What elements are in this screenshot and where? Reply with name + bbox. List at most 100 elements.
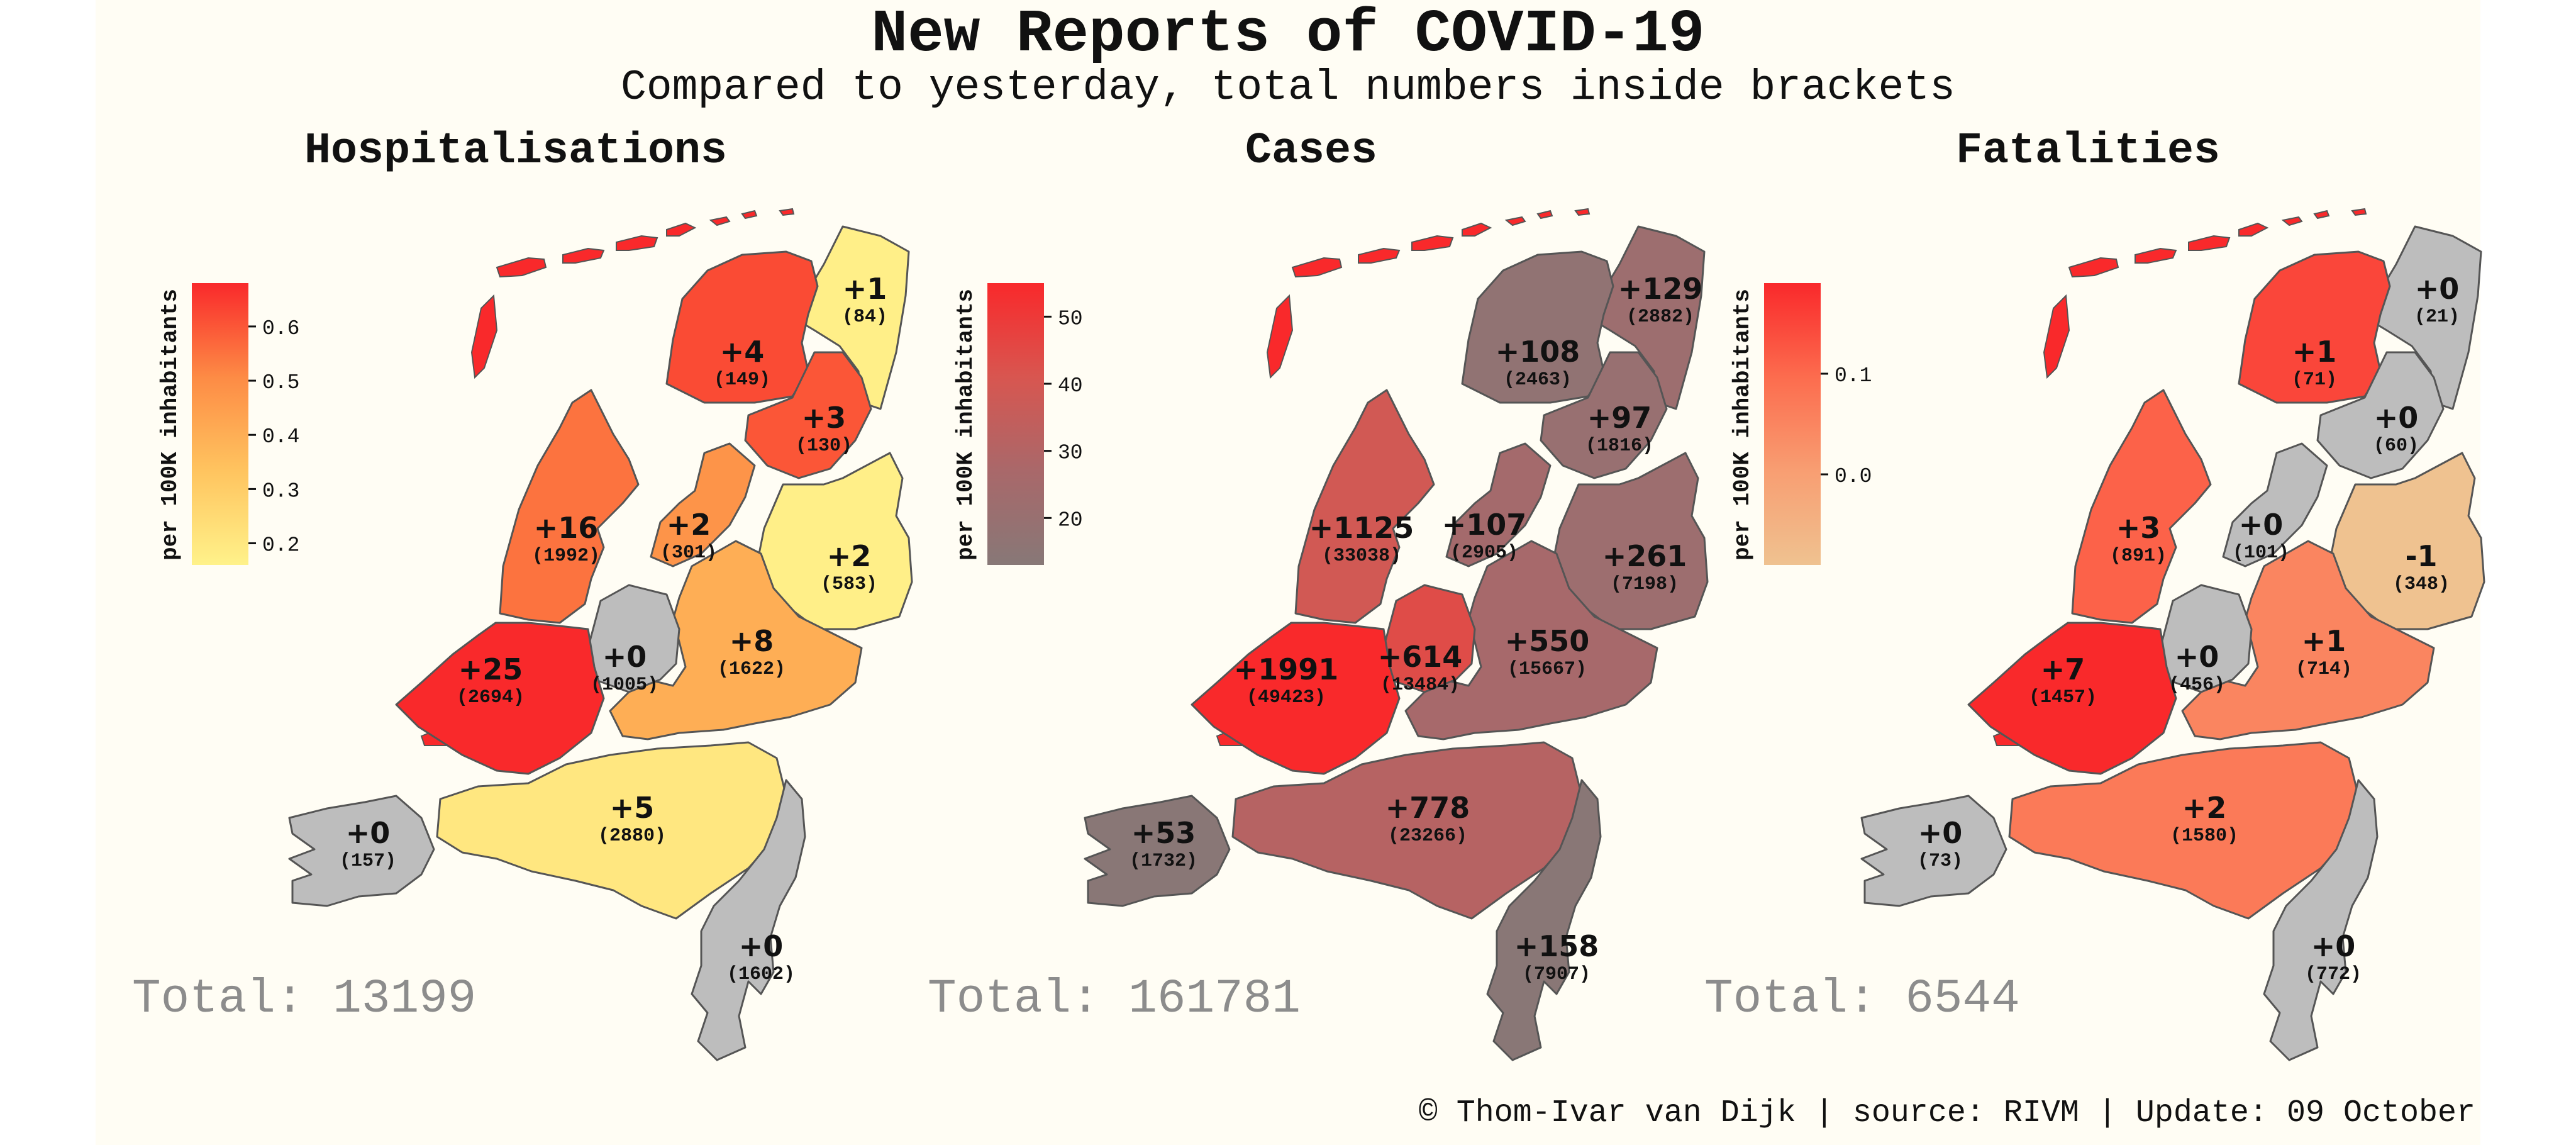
province-friesland [1461, 250, 1614, 404]
province-new-count: +4 [720, 335, 765, 369]
province-new-count: +97 [1587, 401, 1652, 435]
province-limburg [691, 779, 806, 1061]
panel-title: Cases [1245, 126, 1377, 176]
figure-title: New Reports of COVID-19 [871, 0, 1705, 69]
colorbar-tick-label: 0.2 [262, 534, 299, 557]
province-new-count: +0 [2415, 272, 2460, 306]
province-drenthe [1540, 351, 1668, 479]
province-new-count: +2 [2182, 791, 2227, 825]
province-total-count: (1732) [1130, 851, 1197, 872]
province-total-count: (348) [2393, 574, 2450, 595]
province-total-count: (456) [2168, 674, 2225, 696]
province-total-count: (149) [714, 369, 770, 391]
colorbar-label: per 100K inhabitants [953, 289, 979, 561]
island-shape [741, 209, 758, 220]
colorbar [192, 283, 248, 565]
island-shape [616, 235, 658, 251]
province-flevoland [1445, 442, 1552, 567]
province-friesland [665, 250, 819, 404]
province-new-count: +107 [1442, 508, 1527, 542]
province-total-count: (2880) [598, 825, 666, 847]
province-new-count: +3 [802, 401, 847, 435]
island-shape [496, 257, 547, 278]
island-shape [1266, 294, 1294, 379]
province-flevoland [2222, 442, 2328, 567]
province-zeeland [288, 795, 435, 907]
province-new-count: +0 [739, 929, 784, 963]
island-shape [2068, 257, 2119, 278]
province-new-count: +1125 [1309, 511, 1414, 545]
province-new-count: +129 [1618, 272, 1703, 306]
province-limburg [2263, 779, 2379, 1061]
island-shape [1574, 208, 1591, 216]
province-total-count: (84) [842, 306, 887, 328]
colorbar-tick-label: 30 [1058, 442, 1083, 465]
footer-credit: © Thom-Ivar van Dijk | source: RIVM | Up… [1418, 1095, 2475, 1131]
province-total-count: (130) [796, 435, 852, 457]
total-label: Total: 161781 [928, 972, 1301, 1026]
island-shape [1358, 247, 1401, 264]
province-noord-holland [2071, 389, 2212, 624]
province-total-count: (1992) [532, 545, 600, 567]
province-new-count: +158 [1514, 929, 1599, 963]
panel-cases: Cases 50 40 30 20 per 100K inhabitants +129(28… [928, 126, 1709, 1061]
province-total-count: (2463) [1504, 369, 1572, 391]
province-total-count: (1457) [2029, 687, 2097, 708]
island-shape [2043, 294, 2070, 379]
colorbar-tick-label: 20 [1058, 508, 1083, 532]
province-total-count: (49423) [1246, 687, 1326, 708]
province-new-count: +25 [458, 652, 523, 686]
province-friesland [2238, 250, 2391, 404]
colorbar-tick-label: 0.5 [262, 371, 299, 394]
province-total-count: (583) [821, 574, 877, 595]
province-total-count: (2694) [457, 687, 525, 708]
colorbar [987, 283, 1044, 565]
province-new-count: +0 [2311, 929, 2356, 963]
province-limburg [1486, 779, 1602, 1061]
province-total-count: (1005) [591, 674, 658, 696]
province-new-count: +0 [2175, 640, 2219, 674]
island-shape [2313, 209, 2330, 220]
province-total-count: (301) [660, 542, 717, 564]
island-shape [1462, 222, 1492, 237]
province-total-count: (891) [2110, 545, 2167, 567]
province-total-count: (60) [2373, 435, 2419, 457]
province-zuid-holland [1191, 622, 1401, 775]
province-zeeland [1084, 795, 1231, 907]
panel-title: Fatalities [1956, 126, 2220, 176]
island-shape [666, 222, 697, 237]
colorbar-tick-label: 0.4 [262, 425, 299, 449]
island-shape [2188, 235, 2231, 251]
island-shape [2238, 222, 2269, 237]
province-new-count: +261 [1602, 539, 1687, 573]
province-total-count: (73) [1918, 851, 1963, 872]
province-total-count: (1622) [718, 659, 786, 680]
figure-subtitle: Compared to yesterday, total numbers ins… [621, 64, 1955, 112]
island-shape [779, 208, 795, 216]
province-drenthe [744, 351, 872, 479]
province-new-count: +1991 [1234, 652, 1339, 686]
province-total-count: (21) [2414, 306, 2460, 328]
province-total-count: (1580) [2170, 825, 2238, 847]
province-new-count: +108 [1496, 335, 1580, 369]
colorbar-label: per 100K inhabitants [157, 289, 183, 561]
colorbar-tick-label: 40 [1058, 374, 1083, 398]
province-total-count: (7907) [1523, 964, 1591, 985]
total-label: Total: 13199 [132, 972, 476, 1026]
province-total-count: (1816) [1585, 435, 1653, 457]
province-new-count: +1 [2292, 335, 2337, 369]
province-total-count: (7198) [1611, 574, 1679, 595]
province-total-count: (101) [2233, 542, 2289, 564]
province-noord-holland [499, 389, 640, 624]
panel-hospitalisations: Hospitalisations 0.6 0.5 0.4 0.3 0.2 per 100K … [132, 126, 913, 1061]
province-flevoland [650, 442, 756, 567]
province-new-count: +2 [827, 539, 872, 573]
province-new-count: +0 [346, 816, 391, 850]
province-total-count: (13484) [1380, 674, 1460, 696]
colorbar-tick-label: 0.1 [1835, 364, 1872, 388]
colorbar-tick-label: 50 [1058, 307, 1083, 330]
island-shape [2135, 247, 2177, 264]
colorbar-label: per 100K inhabitants [1729, 289, 1755, 561]
island-shape [1411, 235, 1454, 251]
